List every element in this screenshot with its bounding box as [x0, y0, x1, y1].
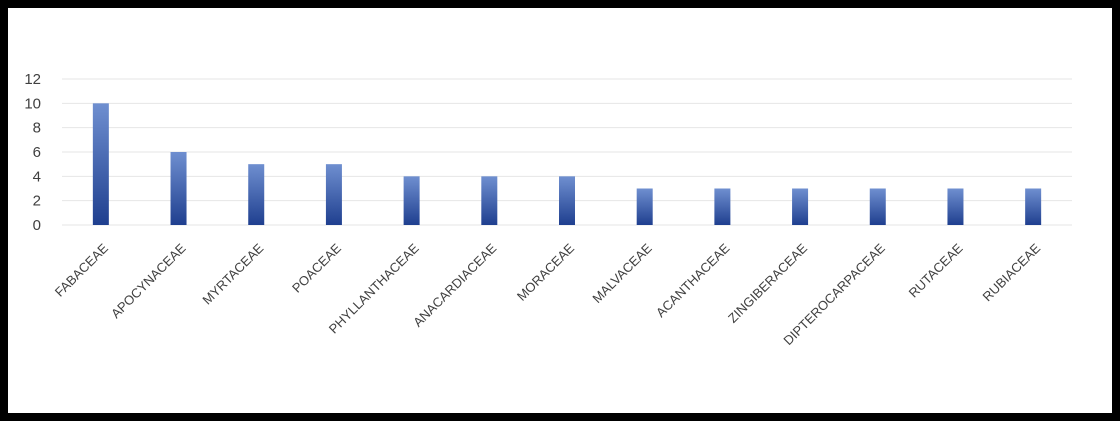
- y-tick-label: 8: [33, 120, 41, 137]
- x-tick-label: RUBIACEAE: [980, 240, 1044, 304]
- bar-rubiaceae: [1025, 188, 1042, 225]
- bar-fabaceae: [92, 103, 109, 225]
- x-tick-label: MORACEAE: [514, 240, 577, 303]
- y-tick-label: 0: [33, 217, 41, 234]
- bar-malvaceae: [636, 188, 653, 225]
- x-tick-label: ACANTHACEAE: [653, 240, 733, 320]
- bar-anacardiaceae: [481, 176, 498, 225]
- y-axis-ticks: 0 2 4 6 8 10 12: [24, 71, 41, 234]
- x-tick-label: RUTACEAE: [906, 240, 966, 300]
- x-tick-label: MALVACEAE: [589, 240, 655, 306]
- bar-phyllanthaceae: [403, 176, 420, 225]
- bar-apocynaceae: [170, 152, 187, 225]
- y-tick-label: 4: [33, 168, 41, 185]
- y-tick-label: 10: [24, 95, 41, 112]
- x-tick-label: APOCYNACEAE: [108, 240, 189, 321]
- y-tick-label: 12: [24, 71, 41, 88]
- bar-acanthaceae: [714, 188, 731, 225]
- bar-myrtaceae: [248, 164, 265, 225]
- bar-poaceae: [325, 164, 342, 225]
- bar-rutaceae: [947, 188, 964, 225]
- x-tick-label: ANACARDIACEAE: [410, 240, 500, 330]
- y-tick-label: 2: [33, 193, 41, 210]
- bar-dipterocarpaceae: [869, 188, 886, 225]
- y-tick-label: 6: [33, 144, 41, 161]
- x-tick-label: MYRTACEAE: [199, 240, 266, 307]
- gridlines: [62, 78, 1072, 226]
- bar-zingiberaceae: [792, 188, 809, 225]
- x-tick-label: POACEAE: [289, 240, 344, 295]
- bar-moraceae: [559, 176, 575, 225]
- bars: [92, 103, 1042, 225]
- x-tick-label: ZINGIBERACEAE: [725, 240, 810, 325]
- x-tick-label: FABACEAE: [52, 240, 111, 299]
